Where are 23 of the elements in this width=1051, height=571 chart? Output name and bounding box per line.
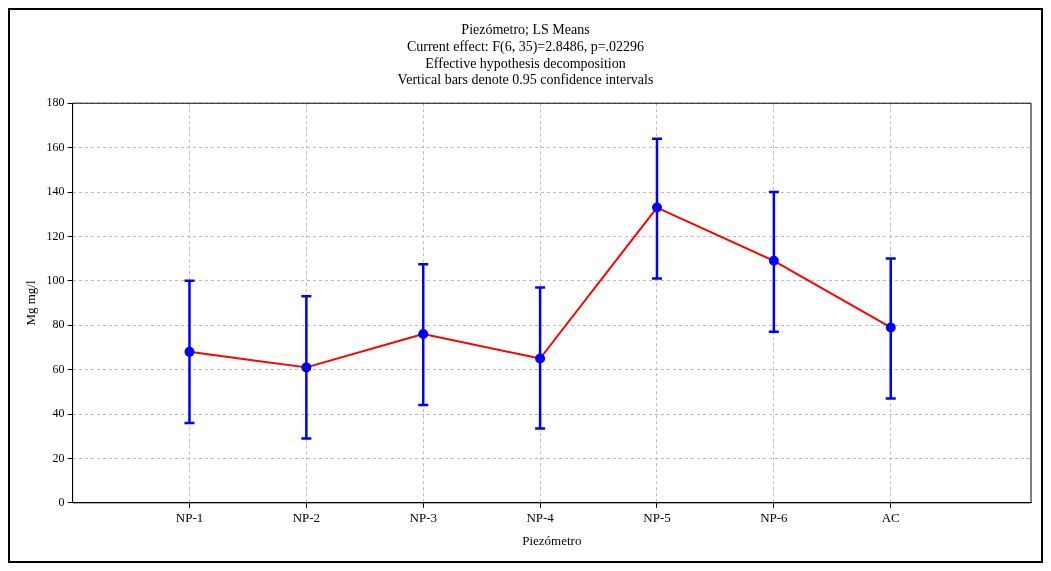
chart-title: Piezómetro; LS Means — [461, 22, 590, 38]
x-tick-label: NP-4 — [526, 510, 555, 526]
y-tick-label: 160 — [46, 139, 65, 154]
x-tick-label: NP-5 — [643, 510, 671, 526]
text: Vertical bars denote 0.95 confidence intervals — [397, 72, 654, 88]
y-tick-label: 20 — [52, 450, 65, 465]
y-tick-label: 180 — [46, 95, 65, 110]
y-tick-label: 0 — [58, 494, 65, 509]
x-tick-label: NP-1 — [175, 510, 204, 526]
x-tick-label: NP-2 — [292, 510, 321, 526]
x-tick-label: NP-6 — [760, 510, 789, 526]
y-tick-label: 100 — [46, 272, 65, 287]
y-tick-label: 140 — [46, 184, 65, 199]
chart-subtitle: Current effect: F(6, 35)=2.8486, p=.02296 — [406, 38, 645, 55]
x-tick-label: AC — [881, 510, 900, 526]
y-tick-label: 40 — [52, 406, 65, 421]
y-tick-label: 120 — [46, 228, 65, 243]
text: Effective hypothesis decomposition — [425, 55, 626, 71]
x-axis-title: Piezómetro — [522, 532, 582, 548]
y-tick-label: 60 — [52, 361, 65, 376]
y-tick-label: 80 — [52, 317, 65, 332]
y-axis-title: Mg mg/l — [23, 280, 39, 326]
x-tick-label: NP-3 — [409, 510, 437, 526]
